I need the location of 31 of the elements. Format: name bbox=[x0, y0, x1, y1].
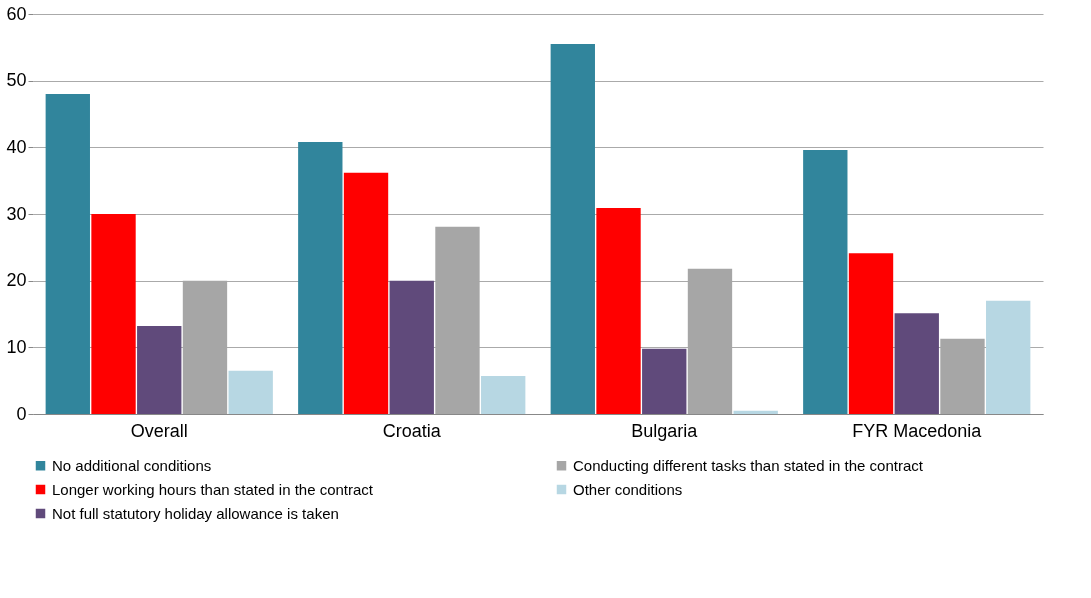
x-tick-label: Bulgaria bbox=[631, 420, 699, 441]
bar bbox=[137, 326, 182, 414]
y-tick-label: 50 bbox=[6, 70, 27, 91]
bar bbox=[91, 214, 136, 414]
y-tick-label: 10 bbox=[6, 336, 27, 357]
y-tick-label: 0 bbox=[16, 403, 27, 424]
x-tick-label: FYR Macedonia bbox=[852, 420, 983, 441]
legend-label: Other conditions bbox=[573, 480, 683, 498]
y-tick-label: 30 bbox=[6, 203, 27, 224]
x-tick-label: Croatia bbox=[382, 420, 442, 441]
bar bbox=[986, 300, 1031, 414]
bar bbox=[550, 44, 595, 414]
bar bbox=[894, 313, 939, 414]
legend-label: Longer working hours than stated in the contract bbox=[52, 480, 374, 498]
bar bbox=[848, 253, 894, 414]
bar bbox=[298, 142, 343, 414]
bar bbox=[803, 150, 848, 414]
bar bbox=[642, 348, 687, 414]
bar bbox=[481, 376, 526, 414]
bar bbox=[45, 94, 90, 414]
bar bbox=[228, 370, 273, 414]
bar bbox=[343, 172, 389, 414]
y-tick-label: 20 bbox=[6, 270, 27, 291]
y-tick-label: 40 bbox=[6, 136, 27, 157]
bar bbox=[389, 280, 434, 414]
legend-label: No additional conditions bbox=[52, 456, 212, 474]
y-tick-label: 60 bbox=[6, 3, 27, 24]
x-tick-label: Overall bbox=[130, 420, 188, 441]
legend-label: Not full statutory holiday allowance is taken bbox=[52, 504, 339, 522]
bar bbox=[596, 208, 641, 414]
legend-label: Conducting different tasks than stated in the contract bbox=[573, 456, 924, 474]
